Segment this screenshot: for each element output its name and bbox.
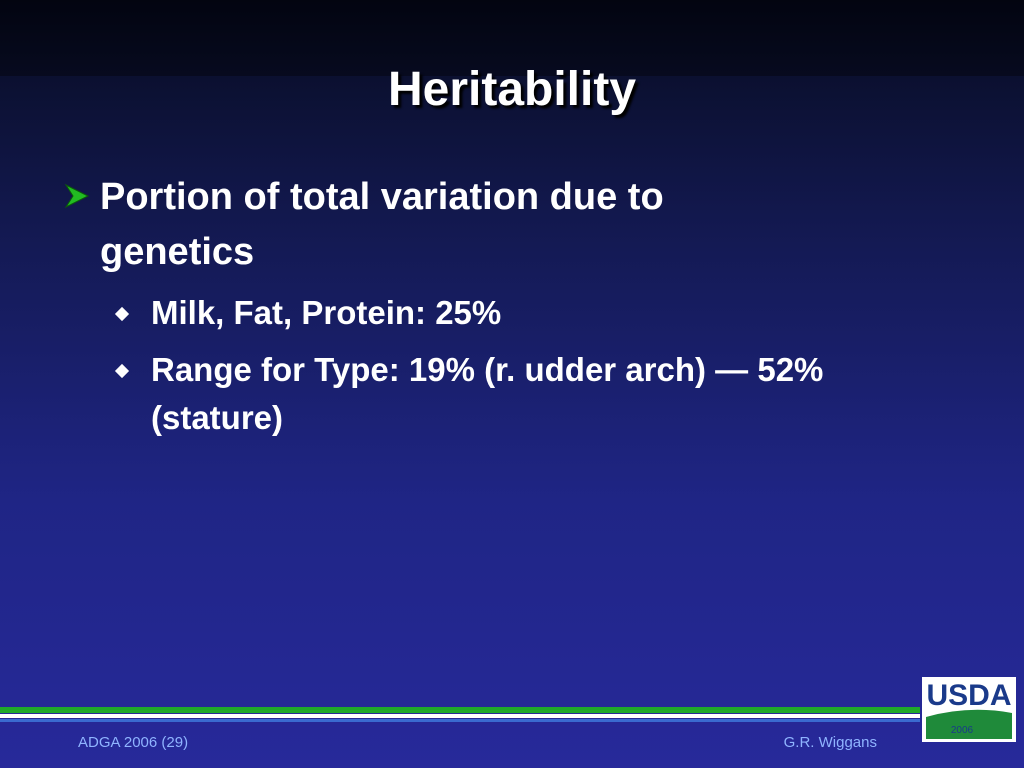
logo-field [926, 709, 1012, 739]
bullet-arrow [64, 183, 90, 209]
top-band [0, 0, 1024, 76]
sub-bullet: Milk, Fat, Protein: 25% [151, 294, 502, 331]
logo-graphic: USDA 2006 [926, 679, 1012, 739]
footer-line [0, 707, 920, 713]
usda-logo: USDA 2006 [922, 677, 1016, 742]
sub-bullet: Range for Type: 19% (r. udder arch) — 52… [151, 351, 824, 436]
logo-year: 2006 [951, 725, 974, 736]
logo-name: USDA [926, 679, 1011, 712]
sub-bullet-marker [114, 363, 130, 379]
footer-line [0, 719, 920, 722]
footer-line [0, 714, 920, 718]
sub-bullet-marker [114, 306, 130, 322]
footer-right: G.R. Wiggans [783, 734, 877, 751]
bullet: Portion of total variation due to geneti… [100, 176, 664, 273]
slide-title: Heritability [387, 63, 637, 116]
footer-left: ADGA 2006 (29) [78, 734, 189, 751]
